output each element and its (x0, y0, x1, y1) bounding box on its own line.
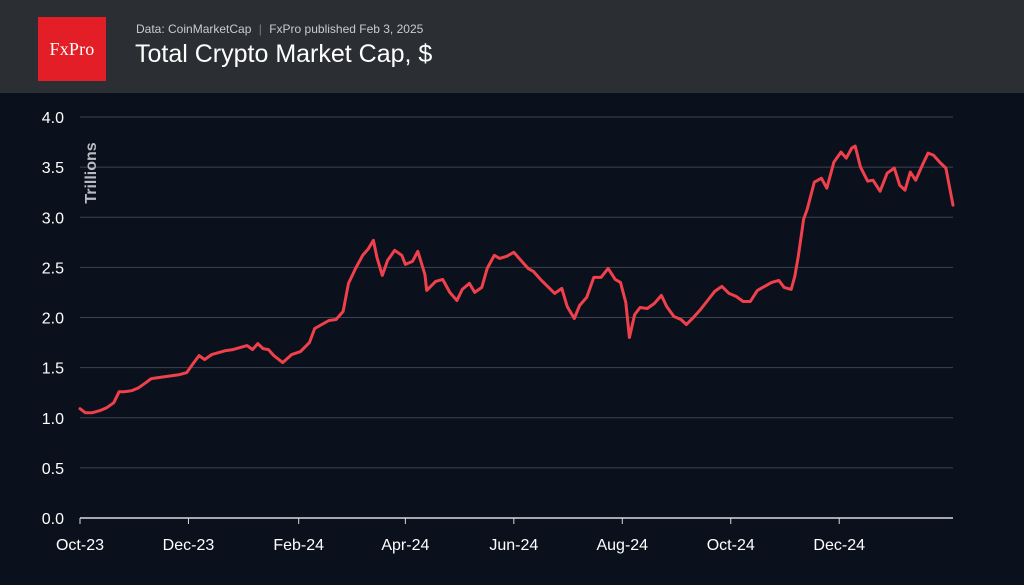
source-line: Data: CoinMarketCap | FxPro published Fe… (136, 22, 423, 36)
y-tick-label: 2.0 (42, 311, 64, 328)
x-tick-label: Apr-24 (381, 537, 429, 554)
y-tick-label: 0.0 (42, 511, 64, 528)
x-tick-label: Feb-24 (273, 537, 324, 554)
series-group (78, 144, 955, 415)
data-source: Data: CoinMarketCap (136, 22, 252, 36)
y-tick-label: 2.5 (42, 260, 64, 277)
x-tick-label: Aug-24 (596, 537, 648, 554)
y-tick-label: 1.5 (42, 361, 64, 378)
published-date: FxPro published Feb 3, 2025 (269, 22, 424, 36)
y-tick-label: 3.5 (42, 160, 64, 177)
x-tick-label: Dec-24 (813, 537, 865, 554)
y-axis-ticks: 0.0 0.5 1.0 1.5 2.0 2.5 3.0 3.5 4.0 (42, 110, 64, 528)
x-tick-label: Jun-24 (489, 537, 538, 554)
x-tick-label: Dec-23 (163, 537, 215, 554)
y-tick-label: 0.5 (42, 461, 64, 478)
y-tick-label: 3.0 (42, 210, 64, 227)
x-tick-label: Oct-23 (56, 537, 104, 554)
y-tick-label: 4.0 (42, 110, 64, 127)
x-axis-ticks: Oct-23 Dec-23 Feb-24 Apr-24 Jun-24 Aug-24 Oct-… (56, 518, 865, 554)
y-tick-label: 1.0 (42, 411, 64, 428)
chart-header: FxPro Data: CoinMarketCap | FxPro publis… (0, 0, 1024, 93)
grid-lines (80, 116, 953, 519)
fxpro-logo: FxPro (38, 17, 106, 81)
x-tick-label: Oct-24 (707, 537, 755, 554)
chart-title: Total Crypto Market Cap, $ (135, 40, 433, 68)
y-axis-label: Trillions (83, 142, 100, 203)
market-cap-line (78, 144, 955, 415)
source-separator: | (258, 22, 262, 36)
logo-text: FxPro (49, 38, 95, 59)
line-chart: 0.0 0.5 1.0 1.5 2.0 2.5 3.0 3.5 4.0 Oct-23 Dec-23… (42, 110, 955, 554)
